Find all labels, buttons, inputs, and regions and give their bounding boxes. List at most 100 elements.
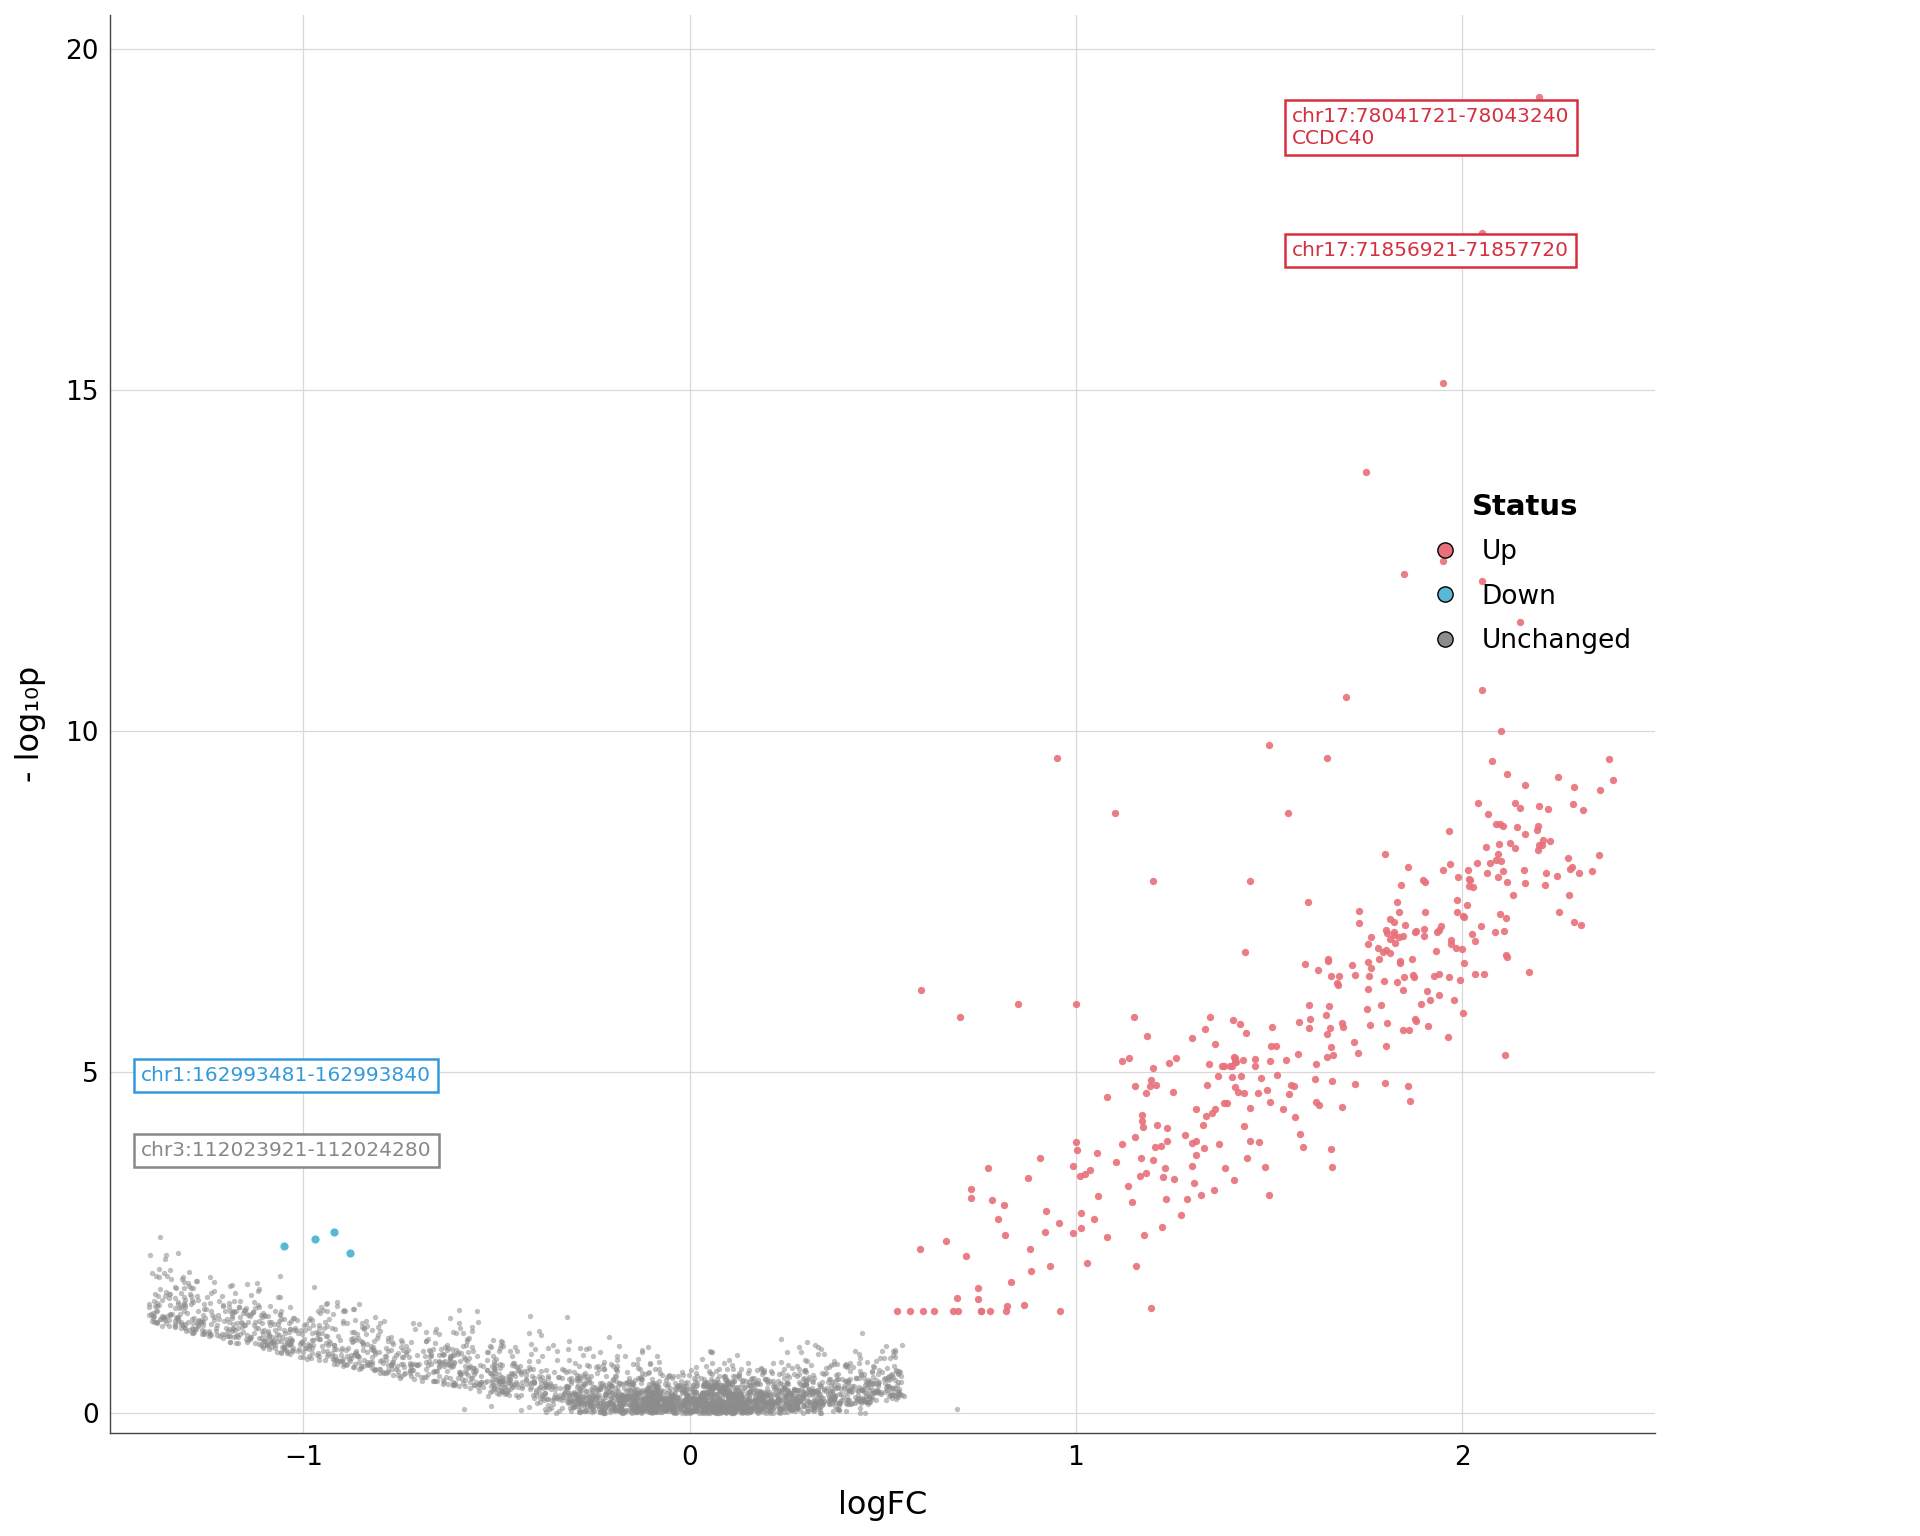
Point	[616, 1370, 647, 1395]
Point	[503, 1375, 534, 1399]
Point	[685, 1395, 716, 1419]
Point	[532, 1364, 563, 1389]
Point	[639, 1382, 670, 1407]
Point	[278, 1318, 309, 1342]
Point	[524, 1375, 555, 1399]
Point	[597, 1393, 628, 1418]
Point	[708, 1390, 739, 1415]
Point	[851, 1384, 881, 1409]
Point	[611, 1398, 641, 1422]
Point	[303, 1322, 334, 1347]
Point	[1187, 1183, 1217, 1207]
Point	[564, 1369, 595, 1393]
Point	[576, 1378, 607, 1402]
Point	[712, 1385, 743, 1410]
Point	[428, 1355, 459, 1379]
Point	[355, 1336, 386, 1361]
Point	[503, 1385, 534, 1410]
Point	[883, 1382, 914, 1407]
Point	[257, 1324, 288, 1349]
Point	[497, 1344, 528, 1369]
Point	[192, 1286, 223, 1310]
Point	[634, 1361, 664, 1385]
Point	[739, 1393, 770, 1418]
Point	[647, 1382, 678, 1407]
Point	[588, 1393, 618, 1418]
Point	[411, 1366, 442, 1390]
Point	[221, 1330, 252, 1355]
Point	[804, 1396, 835, 1421]
Point	[338, 1355, 369, 1379]
Point	[1379, 909, 1409, 934]
Point	[735, 1399, 766, 1424]
Point	[818, 1373, 849, 1398]
Point	[332, 1336, 363, 1361]
Point	[611, 1370, 641, 1395]
Point	[781, 1364, 812, 1389]
Point	[530, 1381, 561, 1405]
Point	[1446, 968, 1476, 992]
Point	[822, 1367, 852, 1392]
Point	[582, 1385, 612, 1410]
Point	[323, 1324, 353, 1349]
Point	[444, 1298, 474, 1322]
Point	[588, 1385, 618, 1410]
Point	[699, 1389, 730, 1413]
Point	[255, 1330, 286, 1355]
Point	[440, 1372, 470, 1396]
Point	[747, 1382, 778, 1407]
Point	[1091, 1224, 1121, 1249]
Point	[563, 1376, 593, 1401]
Point	[488, 1366, 518, 1390]
Point	[396, 1361, 426, 1385]
Point	[338, 1296, 369, 1321]
Point	[793, 1376, 824, 1401]
Point	[716, 1372, 747, 1396]
Point	[588, 1392, 618, 1416]
Point	[348, 1333, 378, 1358]
Point	[707, 1395, 737, 1419]
Point	[372, 1359, 403, 1384]
Point	[712, 1384, 743, 1409]
Point	[144, 1307, 175, 1332]
Point	[651, 1385, 682, 1410]
Point	[854, 1390, 885, 1415]
Point	[716, 1382, 747, 1407]
Point	[173, 1260, 204, 1284]
Point	[733, 1369, 764, 1393]
Point	[707, 1395, 737, 1419]
Point	[484, 1352, 515, 1376]
Point	[564, 1353, 595, 1378]
Point	[664, 1376, 695, 1401]
Point	[582, 1393, 612, 1418]
Point	[833, 1367, 864, 1392]
Point	[394, 1338, 424, 1362]
Point	[643, 1387, 674, 1412]
Point	[724, 1389, 755, 1413]
Point	[791, 1373, 822, 1398]
Point	[572, 1353, 603, 1378]
Point	[647, 1399, 678, 1424]
Point	[647, 1390, 678, 1415]
Point	[699, 1399, 730, 1424]
Point	[659, 1395, 689, 1419]
Point	[1246, 1066, 1277, 1091]
Point	[597, 1381, 628, 1405]
Point	[876, 1366, 906, 1390]
Point	[772, 1390, 803, 1415]
Point	[670, 1401, 701, 1425]
Point	[526, 1359, 557, 1384]
Point	[814, 1381, 845, 1405]
Point	[315, 1330, 346, 1355]
Point	[230, 1329, 261, 1353]
Point	[657, 1389, 687, 1413]
Point	[695, 1390, 726, 1415]
Point	[741, 1358, 772, 1382]
Point	[714, 1379, 745, 1404]
Point	[1294, 992, 1325, 1017]
Point	[730, 1399, 760, 1424]
Point	[714, 1395, 745, 1419]
Point	[1492, 945, 1523, 969]
Point	[636, 1352, 666, 1376]
Point	[678, 1376, 708, 1401]
